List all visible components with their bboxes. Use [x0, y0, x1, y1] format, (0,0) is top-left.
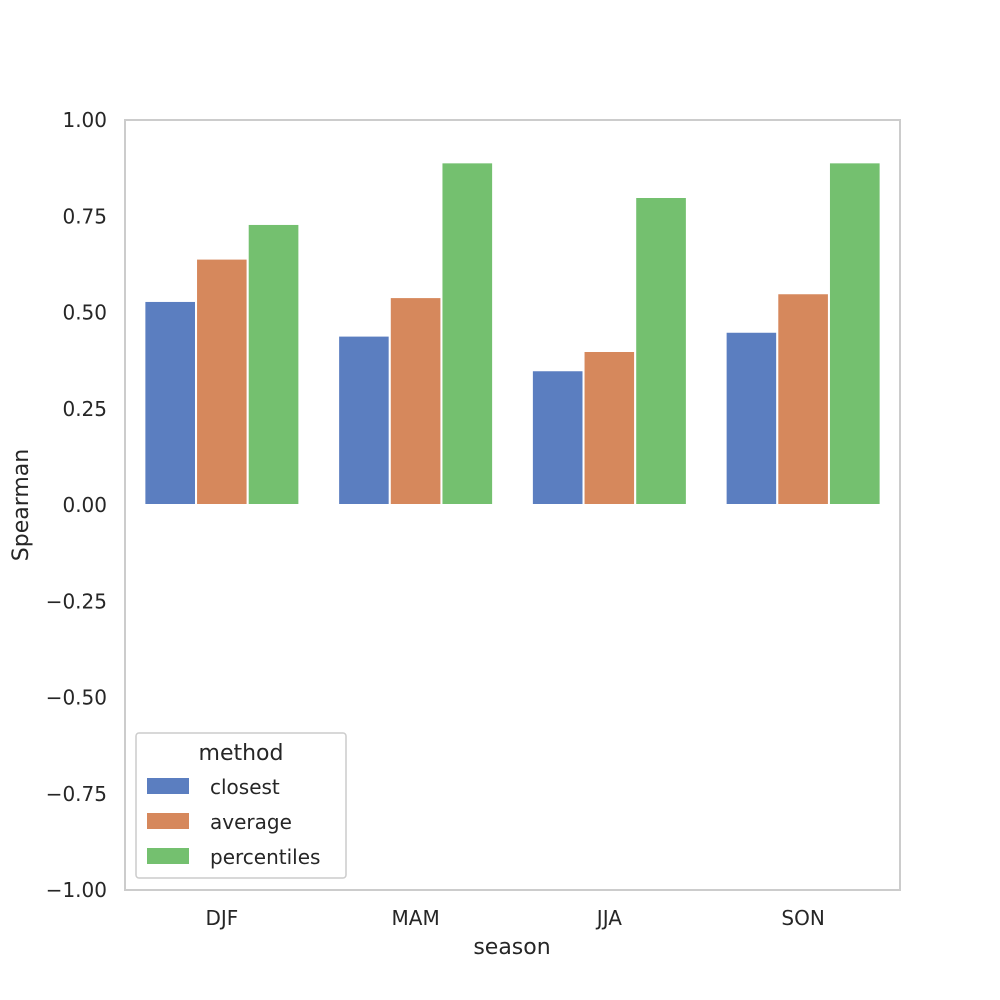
legend-label-percentiles: percentiles — [210, 845, 320, 869]
legend-items: closest average percentiles — [147, 775, 320, 869]
x-tick-label: JJA — [595, 906, 622, 930]
bar-closest-jja — [530, 369, 585, 506]
bar-average-djf — [195, 257, 249, 506]
legend-box — [135, 732, 347, 879]
bars-group — [143, 161, 882, 507]
bar-percentiles-djf — [246, 222, 301, 506]
legend-label-closest: closest — [210, 775, 280, 799]
y-axis-label: Spearman — [9, 449, 34, 561]
legend-title: method — [199, 741, 284, 766]
bar-closest-son — [724, 330, 779, 506]
y-tick-label: 0.00 — [62, 493, 107, 517]
bar-average-mam — [388, 296, 443, 506]
x-ticks-group: DJF MAM JJA SON — [205, 906, 824, 930]
y-tick-label: −0.50 — [46, 686, 107, 710]
y-tick-label: 0.25 — [62, 397, 107, 421]
bar-average-son — [776, 292, 830, 506]
y-ticks-group: 1.00 0.75 0.50 0.25 0.00 −0.25 −0.50 −0.75 −1.00 — [46, 108, 107, 902]
x-tick-label: SON — [781, 906, 824, 930]
plot-frame — [124, 119, 901, 891]
bar-closest-djf — [143, 299, 198, 507]
y-tick-label: 0.75 — [62, 204, 107, 228]
legend-swatch-closest — [147, 778, 189, 794]
x-tick-label: DJF — [205, 906, 238, 930]
y-tick-label: 0.50 — [62, 301, 107, 325]
x-axis-label: season — [473, 935, 550, 960]
bar-average-jja — [582, 350, 637, 506]
legend: method closest average percentiles — [135, 732, 347, 879]
legend-swatch-average — [147, 813, 189, 829]
legend-label-average: average — [210, 810, 292, 834]
bar-percentiles-mam — [440, 161, 495, 506]
y-tick-label: −0.75 — [46, 782, 107, 806]
x-tick-label: MAM — [392, 906, 440, 930]
bar-closest-mam — [337, 334, 391, 506]
y-tick-label: 1.00 — [62, 108, 107, 132]
y-tick-label: −1.00 — [46, 878, 107, 902]
bar-percentiles-son — [827, 161, 882, 506]
legend-swatch-percentiles — [147, 848, 189, 864]
y-tick-label: −0.25 — [46, 589, 107, 613]
bar-percentiles-jja — [634, 196, 688, 506]
